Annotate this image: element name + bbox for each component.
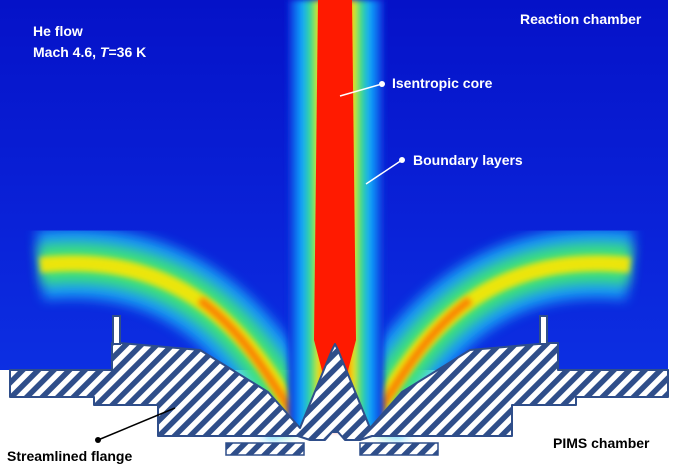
flow-title-label: He flow bbox=[33, 23, 83, 39]
streamlined-flange bbox=[9, 315, 669, 456]
flange-leader-dot bbox=[95, 437, 101, 443]
reaction-chamber-label: Reaction chamber bbox=[520, 11, 642, 27]
lower-plate-left bbox=[225, 442, 305, 456]
boundary-layers-label: Boundary layers bbox=[413, 152, 523, 168]
core-leader-line bbox=[339, 83, 383, 97]
flange-right-lip bbox=[539, 315, 548, 345]
flow-conditions-suffix: =36 K bbox=[108, 44, 147, 60]
temperature-symbol: T bbox=[99, 44, 109, 60]
flow-conditions-prefix: Mach 4.6, bbox=[33, 44, 100, 60]
core-leader-dot bbox=[379, 81, 385, 87]
flange-left-lip bbox=[112, 315, 121, 345]
flange-leader-line bbox=[97, 407, 176, 441]
boundary-leader-line bbox=[365, 159, 403, 185]
boundary-leader-dot bbox=[399, 157, 405, 163]
pims-chamber-label: PIMS chamber bbox=[553, 435, 650, 451]
shear-layer-plumes bbox=[36, 228, 634, 442]
annotation-leaders bbox=[95, 81, 405, 443]
flow-conditions-label: Mach 4.6, T=36 K bbox=[33, 44, 146, 60]
lower-plate-right bbox=[359, 442, 439, 456]
isentropic-core-label: Isentropic core bbox=[392, 75, 493, 91]
streamlined-flange-label: Streamlined flange bbox=[7, 448, 133, 464]
isentropic-core-region bbox=[314, 0, 356, 420]
